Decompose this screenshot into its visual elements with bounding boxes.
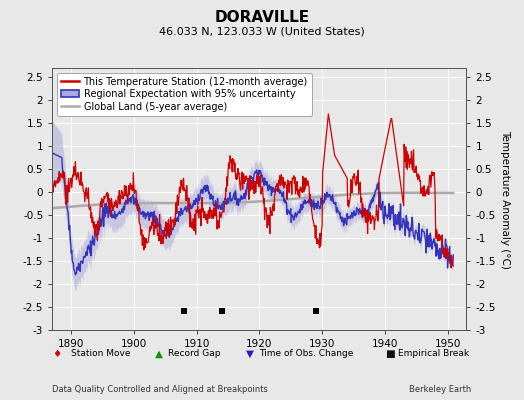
Text: DORAVILLE: DORAVILLE — [214, 10, 310, 25]
Text: Record Gap: Record Gap — [168, 350, 220, 358]
Text: ▲: ▲ — [155, 349, 162, 359]
Text: 46.033 N, 123.033 W (United States): 46.033 N, 123.033 W (United States) — [159, 26, 365, 36]
Text: ♦: ♦ — [52, 349, 62, 359]
Text: Empirical Break: Empirical Break — [398, 350, 470, 358]
Text: ■: ■ — [385, 349, 395, 359]
Text: Data Quality Controlled and Aligned at Breakpoints: Data Quality Controlled and Aligned at B… — [52, 385, 268, 394]
Legend: This Temperature Station (12-month average), Regional Expectation with 95% uncer: This Temperature Station (12-month avera… — [57, 73, 312, 116]
Text: Berkeley Earth: Berkeley Earth — [409, 385, 472, 394]
Text: Station Move: Station Move — [71, 350, 130, 358]
Text: Time of Obs. Change: Time of Obs. Change — [259, 350, 354, 358]
Y-axis label: Temperature Anomaly (°C): Temperature Anomaly (°C) — [500, 130, 510, 268]
Text: ▼: ▼ — [246, 349, 254, 359]
